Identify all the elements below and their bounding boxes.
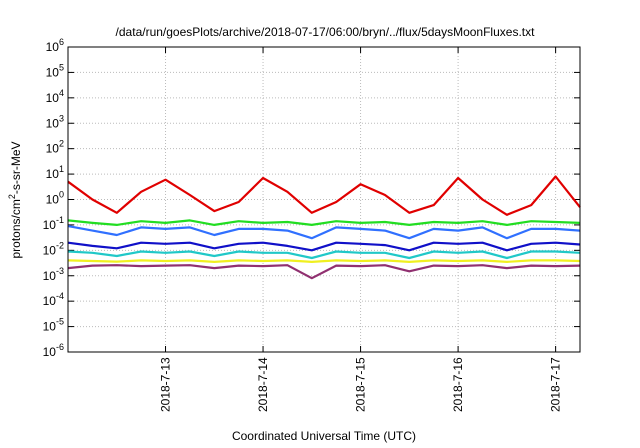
y-tick-label: 102 [46,139,64,156]
x-tick-label: 2018-7-14 [256,357,270,412]
y-tick-base: 10 [43,218,57,232]
flux-series-line [67,241,581,252]
y-tick-base: 10 [43,294,57,308]
y-tick-exp: 4 [59,88,64,98]
y-tick-labels: 10-610-510-410-310-210-11001011021031041… [43,37,64,359]
y-tick-base: 10 [43,269,57,283]
y-tick-exp: 3 [59,113,64,123]
y-tick-label: 10-4 [43,291,64,308]
y-tick-exp: 6 [59,37,64,47]
y-tick-base: 10 [46,65,60,79]
y-tick-base: 10 [43,243,57,257]
flux-series-line [67,219,581,226]
y-axis-label-prefix: protons/cm [9,199,23,258]
y-tick-label: 10-1 [43,215,64,232]
y-tick-base: 10 [46,40,60,54]
x-tick-labels: 2018-7-13 2018-7-14 2018-7-15 2018-7-16 2018… [159,357,563,412]
y-tick-label: 10-3 [43,266,64,283]
flux-series-line [67,225,581,240]
gridlines [68,46,580,353]
y-tick-base: 10 [46,167,60,181]
x-axis-label: Coordinated Universal Time (UTC) [232,429,416,443]
plot-frame [67,46,581,353]
flux-series-line [67,250,581,260]
y-tick-exp: -5 [56,317,64,327]
y-tick-label: 10-2 [43,240,64,257]
chart-title: /data/run/goesPlots/archive/2018-07-17/0… [116,25,536,39]
flux-series-line [67,264,581,280]
x-tick-label: 2018-7-13 [159,357,173,412]
y-tick-label: 106 [46,37,64,54]
series-lines [67,175,581,280]
y-tick-label: 100 [46,190,64,207]
y-tick-label: 101 [46,164,64,181]
y-tick-label: 105 [46,62,64,79]
y-tick-exp: 2 [59,139,64,149]
x-tick-label: 2018-7-15 [354,357,368,412]
y-tick-exp: -2 [56,240,64,250]
y-tick-label: 10-5 [43,317,64,334]
y-tick-exp: -4 [56,291,64,301]
flux-series-line [67,175,581,216]
y-tick-base: 10 [43,320,57,334]
y-tick-base: 10 [46,116,60,130]
y-tick-label: 103 [46,113,64,130]
y-tick-base: 10 [43,345,57,359]
y-axis-label-sup: 2 [7,194,17,199]
y-tick-base: 10 [46,193,60,207]
y-tick-exp: 1 [59,164,64,174]
y-tick-label: 104 [46,88,64,105]
y-tick-exp: 5 [59,62,64,72]
y-tick-exp: -3 [56,266,64,276]
y-tick-exp: 0 [59,190,64,200]
y-tick-exp: -1 [56,215,64,225]
y-tick-label: 10-6 [43,342,64,359]
y-axis-label-suffix: -s-sr-MeV [9,141,23,194]
x-tick-label: 2018-7-17 [549,357,563,412]
y-tick-exp: -6 [56,342,64,352]
y-tick-base: 10 [46,91,60,105]
flux-series-line [67,259,581,263]
y-axis-label: protons/cm2-s-sr-MeV [7,141,23,258]
y-tick-base: 10 [46,142,60,156]
x-tick-label: 2018-7-16 [451,357,465,412]
